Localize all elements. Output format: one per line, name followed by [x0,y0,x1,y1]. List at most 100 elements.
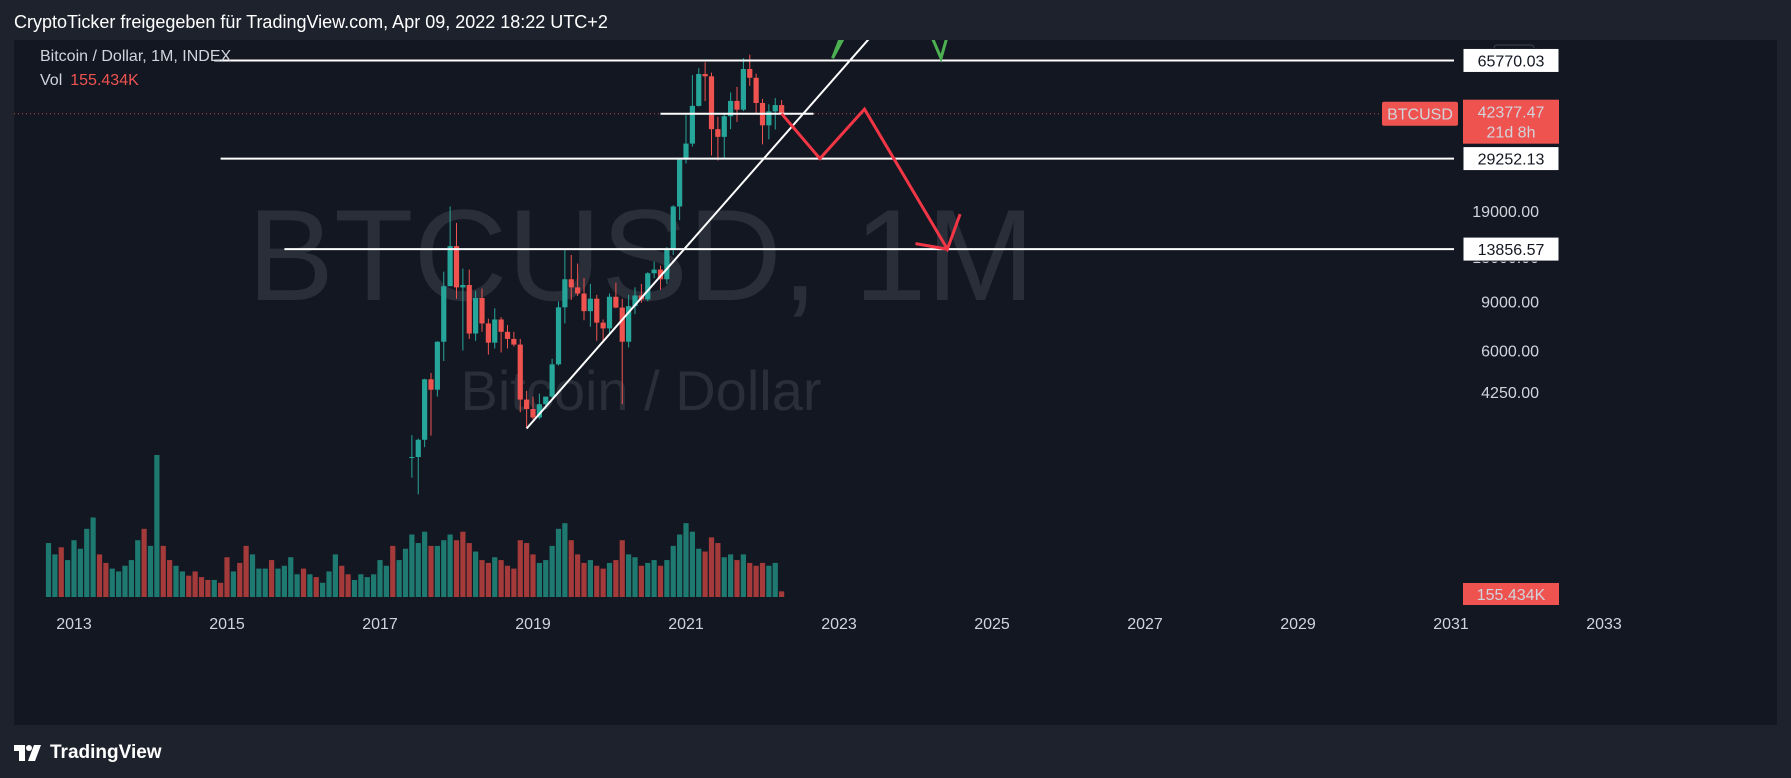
volume-bar [524,543,530,597]
volume-bar [759,562,766,597]
tradingview-logo[interactable]: TradingView [14,740,162,766]
volume-bar [364,577,370,597]
volume-bar [224,557,230,597]
candle [511,331,517,347]
candle [734,86,740,122]
volume-bar [696,548,702,597]
volume-bar [606,562,613,597]
candle [696,68,702,107]
candle [747,54,753,86]
volume-bar [205,579,211,597]
legend-volume[interactable]: Vol 155.434K [40,72,139,90]
volume-bar [90,517,96,597]
volume-bar [154,455,160,597]
price-tick-label: 9000.00 [1481,294,1539,311]
candle [645,272,651,302]
volume-bar [530,554,536,597]
bull-scenario-upper-path [831,40,845,59]
candle [555,301,562,366]
time-tick-label: 2025 [974,616,1010,633]
candle [479,288,485,332]
last-price-value: 42377.47 [1478,105,1545,122]
candle [498,317,504,353]
candle [466,269,472,339]
volume-bar [562,523,568,597]
volume-bar [619,540,625,597]
volume-bar [84,528,90,597]
volume-bar [498,560,504,597]
watermark-description: Bitcoin / Dollar [460,359,821,422]
candle [683,115,689,164]
candle [422,378,428,448]
volume-bar [192,571,198,597]
tradingview-brand: TradingView [50,742,162,763]
volume-bar [479,560,485,597]
candle-body [747,68,753,78]
volume-bar [256,568,262,597]
time-tick-label: 2023 [821,616,857,633]
price-tick-label: 6000.00 [1481,343,1539,360]
volume-bar [702,551,708,597]
candle-body [651,269,657,274]
symbol-badge-box [1382,101,1458,126]
volume-bar [708,537,715,597]
candle-body [613,296,619,308]
volume-bar [473,551,479,597]
volume-bar [313,577,319,597]
volume-bar [466,543,472,597]
volume-bar [339,565,345,597]
candle-body [549,364,555,397]
candle [779,100,785,115]
candle [492,308,498,349]
time-tick-label: 2017 [362,616,398,633]
candle [759,98,766,145]
candle [670,205,676,255]
volume-bar [740,554,746,597]
candle-body [734,100,740,110]
candle-body [702,74,708,77]
candle-body [536,404,542,418]
candle [606,293,613,335]
volume-bar [753,565,759,597]
volume-bar [96,554,103,597]
volume-bar [71,540,77,597]
candle [524,390,530,429]
volume-bar [332,554,338,597]
volume-bar [160,545,166,597]
candle [677,158,683,221]
volume-bar [747,562,753,597]
candle-body [670,206,676,250]
volume-bar [594,565,600,597]
candle-body [511,338,517,345]
candle-body [504,331,511,339]
candle [594,294,600,341]
volume-badge-text: 155.434K [1477,587,1546,604]
candle-body [498,319,504,332]
candle-body [422,379,428,440]
candle [702,62,708,102]
candle [473,291,479,341]
symbol-badge-text: BTCUSD [1387,107,1453,124]
volume-bar [45,543,52,597]
volume-bar [230,571,236,597]
volume-bar [326,571,332,597]
volume-bar [549,545,555,597]
volume-bar [402,548,409,597]
level-label-box [1462,47,1560,73]
volume-bar [147,545,154,597]
volume-bar [262,568,268,597]
candle-body [766,111,772,126]
last-price-label: 42377.47 21d 8h [1463,99,1559,144]
candle [415,438,421,495]
candle-body [517,344,523,400]
volume-bar [453,540,460,597]
volume-bar [269,560,275,597]
legend-vol-label: Vol [40,72,63,89]
candle-body [772,105,778,112]
candle-body [721,116,727,137]
candle-body [600,322,606,329]
legend-symbol[interactable]: Bitcoin / Dollar, 1M, INDEX [40,48,231,66]
bear-scenario-path [780,106,962,253]
